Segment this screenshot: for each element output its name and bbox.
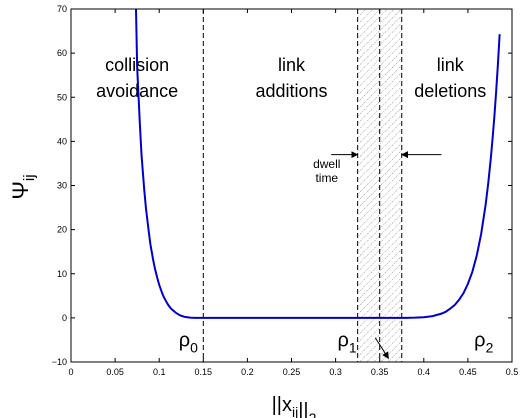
- rho-label: ρ2: [474, 330, 493, 356]
- series-line: [135, 8, 501, 319]
- x-tick-label: 0.35: [371, 367, 389, 377]
- axis-label-subscript: ij: [292, 404, 298, 418]
- x-tick-label: 0.1: [153, 367, 166, 377]
- rho-subscript: 1: [349, 340, 357, 356]
- y-tick-label: 20: [57, 225, 67, 235]
- rho-label: ρ0: [179, 330, 198, 356]
- rho-subscript: 2: [486, 340, 494, 356]
- x-axis-label: ||xij||2: [272, 394, 317, 418]
- y-tick-label: 60: [57, 48, 67, 58]
- x-tick-label: 0.45: [459, 367, 477, 377]
- region-label: link deletions: [414, 55, 486, 101]
- dwell-annotation: dwell time: [313, 151, 442, 185]
- region-label-line: link: [278, 55, 306, 75]
- x-tick-label: 0.4: [418, 367, 431, 377]
- region-label-line: additions: [255, 81, 327, 101]
- axis-label-subscript: ij: [21, 174, 38, 181]
- rho-labels: ρ0 ρ1 ρ2: [179, 330, 494, 356]
- region-labels: collision avoidance link additions link delet…: [96, 55, 486, 101]
- axis-label-subscript: 2: [309, 410, 317, 418]
- rho-base: ρ: [337, 330, 348, 352]
- x-tick-label: 0.3: [329, 367, 342, 377]
- axis-label-part: ||: [298, 400, 308, 418]
- region-label-line: deletions: [414, 81, 486, 101]
- region-label-line: collision: [105, 55, 169, 75]
- x-tick-label: 0.15: [195, 367, 213, 377]
- y-tick-label: 0: [62, 313, 67, 323]
- axis-label-part: ||x: [272, 394, 292, 416]
- dwell-time-line: dwell: [313, 157, 340, 171]
- x-tick-label: 0.5: [506, 367, 519, 377]
- rho-base: ρ: [179, 330, 190, 352]
- x-tick-label: 0.05: [106, 367, 124, 377]
- dwell-time-label: dwell time: [313, 157, 340, 185]
- axis-label-part: Ψ: [8, 181, 33, 199]
- dwell-time-line: time: [315, 171, 338, 185]
- y-tick-label: −10: [52, 357, 67, 367]
- x-tick-label: 0.2: [241, 367, 254, 377]
- y-tick-label: 50: [57, 92, 67, 102]
- y-tick-label: 30: [57, 181, 67, 191]
- region-label: collision avoidance: [96, 55, 178, 101]
- x-tick-label: 0: [68, 367, 73, 377]
- rho-base: ρ: [474, 330, 485, 352]
- y-tick-label: 40: [57, 136, 67, 146]
- rho-subscript: 0: [190, 340, 198, 356]
- x-ticks: 0 0.05 0.1 0.15 0.2 0.25 0.3 0.35 0.4 0.45 0.5: [68, 9, 518, 377]
- y-tick-label: 10: [57, 269, 67, 279]
- rho-label: ρ1: [337, 330, 356, 356]
- y-axis-label: Ψij: [8, 174, 38, 199]
- region-label-line: link: [437, 55, 465, 75]
- y-tick-label: 70: [57, 4, 67, 14]
- pointer-arrow: [374, 337, 389, 360]
- x-tick-label: 0.25: [283, 367, 301, 377]
- region-label: link additions: [255, 55, 327, 101]
- region-label-line: avoidance: [96, 81, 178, 101]
- dashed-lines: [202, 9, 403, 362]
